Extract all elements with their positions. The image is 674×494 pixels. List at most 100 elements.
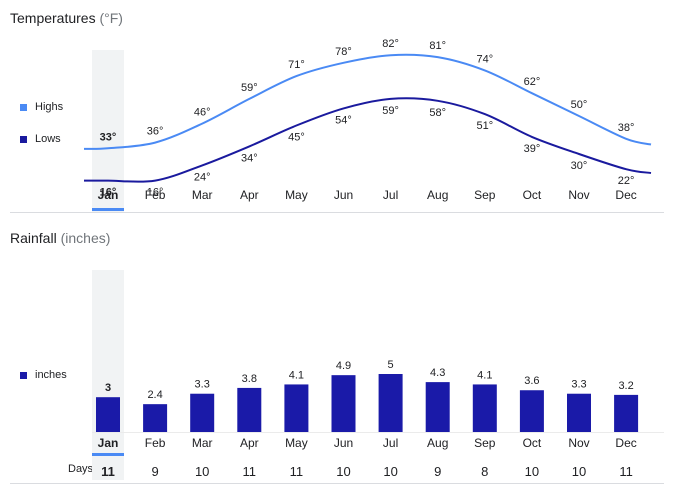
highs-label-aug: 81°: [429, 40, 446, 52]
highs-label-apr: 59°: [241, 82, 258, 94]
lows-label-jul: 59°: [382, 105, 399, 117]
rainfall-value-may: 4.1: [289, 369, 304, 381]
selected-month-indicator-temp: [92, 208, 124, 211]
temperatures-title: Temperatures (°F): [10, 10, 123, 26]
rainfall-value-aug: 4.3: [430, 367, 445, 379]
lows-label-aug: 58°: [429, 107, 446, 119]
rain-days-jul: 10: [383, 464, 397, 479]
rainfall-value-mar: 3.3: [195, 379, 210, 391]
highs-line: [83, 53, 652, 150]
rainfall-bar-sep[interactable]: [472, 384, 497, 432]
rain-month-apr[interactable]: Apr: [240, 436, 259, 450]
rain-days-feb: 9: [151, 464, 158, 479]
rainfall-value-jan: 3: [105, 382, 111, 394]
highs-label-jan: 33°: [100, 131, 117, 143]
rain-month-dec[interactable]: Dec: [615, 436, 636, 450]
rainfall-bar-jan[interactable]: [96, 397, 120, 432]
highs-label-dec: 38°: [618, 122, 635, 134]
rainfall-bar-oct[interactable]: [519, 390, 544, 432]
temperatures-unit: (°F): [99, 10, 123, 26]
legend-lows-label: Lows: [35, 133, 61, 145]
rain-days-jun: 10: [336, 464, 350, 479]
rainfall-value-jul: 5: [388, 359, 394, 371]
rain-days-mar: 10: [195, 464, 209, 479]
lows-label-nov: 30°: [571, 160, 588, 172]
legend-inches-swatch: [20, 371, 27, 379]
rainfall-bar-nov[interactable]: [567, 393, 591, 432]
rainfall-bar-jun[interactable]: [331, 375, 356, 432]
selected-month-highlight-temp: [92, 50, 124, 212]
legend-lows-swatch: [20, 135, 27, 143]
temp-month-jul[interactable]: Jul: [383, 188, 398, 202]
temp-month-jun[interactable]: Jun: [334, 188, 353, 202]
rainfall-value-oct: 3.6: [524, 375, 539, 387]
rainfall-bar-jul[interactable]: [378, 374, 403, 432]
lows-label-jan: 16°: [100, 187, 117, 199]
rain-days-aug: 9: [434, 464, 441, 479]
rain-month-may[interactable]: May: [285, 436, 308, 450]
temp-month-dec[interactable]: Dec: [615, 188, 636, 202]
rain-month-feb[interactable]: Feb: [145, 436, 166, 450]
temp-month-jan[interactable]: Jan: [98, 188, 119, 202]
rain-month-nov[interactable]: Nov: [568, 436, 589, 450]
lows-label-sep: 51°: [476, 120, 493, 132]
lows-line: [83, 97, 652, 183]
rain-month-oct[interactable]: Oct: [523, 436, 542, 450]
rain-month-jul[interactable]: Jul: [383, 436, 398, 450]
highs-label-mar: 46°: [194, 107, 211, 119]
temp-month-sep[interactable]: Sep: [474, 188, 496, 202]
lows-label-oct: 39°: [524, 143, 541, 155]
rain-days-dec: 11: [619, 464, 633, 479]
rainfall-bar-apr[interactable]: [237, 387, 262, 432]
rainfall-unit: (inches): [60, 230, 111, 246]
highs-label-jun: 78°: [335, 46, 352, 58]
temp-month-mar[interactable]: Mar: [192, 188, 213, 202]
rainfall-bar-aug[interactable]: [425, 382, 450, 432]
legend-lows: Lows: [20, 133, 61, 145]
highs-label-sep: 74°: [476, 53, 493, 65]
legend-inches-label: inches: [35, 369, 67, 381]
lows-label-feb: 16°: [147, 187, 164, 199]
rainfall-bar-feb[interactable]: [143, 404, 168, 432]
highs-label-oct: 62°: [524, 76, 541, 88]
lows-label-apr: 34°: [241, 152, 258, 164]
lows-label-mar: 24°: [194, 171, 211, 183]
rainfall-bar-mar[interactable]: [190, 393, 215, 432]
rainfall-bar-may[interactable]: [284, 384, 309, 432]
temp-month-apr[interactable]: Apr: [240, 188, 259, 202]
highs-label-feb: 36°: [147, 126, 164, 138]
rain-days-jan: 11: [101, 464, 115, 479]
rain-month-sep[interactable]: Sep: [474, 436, 496, 450]
rain-month-jan[interactable]: Jan: [98, 436, 119, 450]
rain-month-jun[interactable]: Jun: [334, 436, 353, 450]
rain-days-sep: 8: [481, 464, 488, 479]
rain-days-apr: 11: [243, 464, 257, 479]
legend-highs-label: Highs: [35, 101, 64, 113]
temperatures-title-text: Temperatures: [10, 10, 96, 26]
rain-days-oct: 10: [525, 464, 539, 479]
rain-days-may: 11: [290, 464, 304, 479]
selected-month-highlight-rain: [92, 270, 124, 480]
rain-month-aug[interactable]: Aug: [427, 436, 448, 450]
rain-month-mar[interactable]: Mar: [192, 436, 213, 450]
rainfall-value-dec: 3.2: [618, 380, 633, 392]
temp-month-feb[interactable]: Feb: [145, 188, 166, 202]
rainfall-value-feb: 2.4: [147, 389, 162, 401]
lows-label-may: 45°: [288, 132, 305, 144]
rain-days-nov: 10: [572, 464, 586, 479]
rainfall-value-sep: 4.1: [477, 369, 492, 381]
rainfall-title-text: Rainfall: [10, 230, 57, 246]
temp-month-nov[interactable]: Nov: [568, 188, 589, 202]
rainfall-bar-dec[interactable]: [614, 394, 639, 432]
legend-highs: Highs: [20, 101, 63, 113]
highs-label-jul: 82°: [382, 38, 399, 50]
lows-label-dec: 22°: [618, 175, 635, 187]
temp-month-aug[interactable]: Aug: [427, 188, 448, 202]
legend-inches: inches: [20, 369, 67, 381]
rainfall-value-nov: 3.3: [571, 379, 586, 391]
temp-month-may[interactable]: May: [285, 188, 308, 202]
highs-label-nov: 50°: [571, 99, 588, 111]
rainfall-title: Rainfall (inches): [10, 230, 110, 246]
temp-month-oct[interactable]: Oct: [523, 188, 542, 202]
